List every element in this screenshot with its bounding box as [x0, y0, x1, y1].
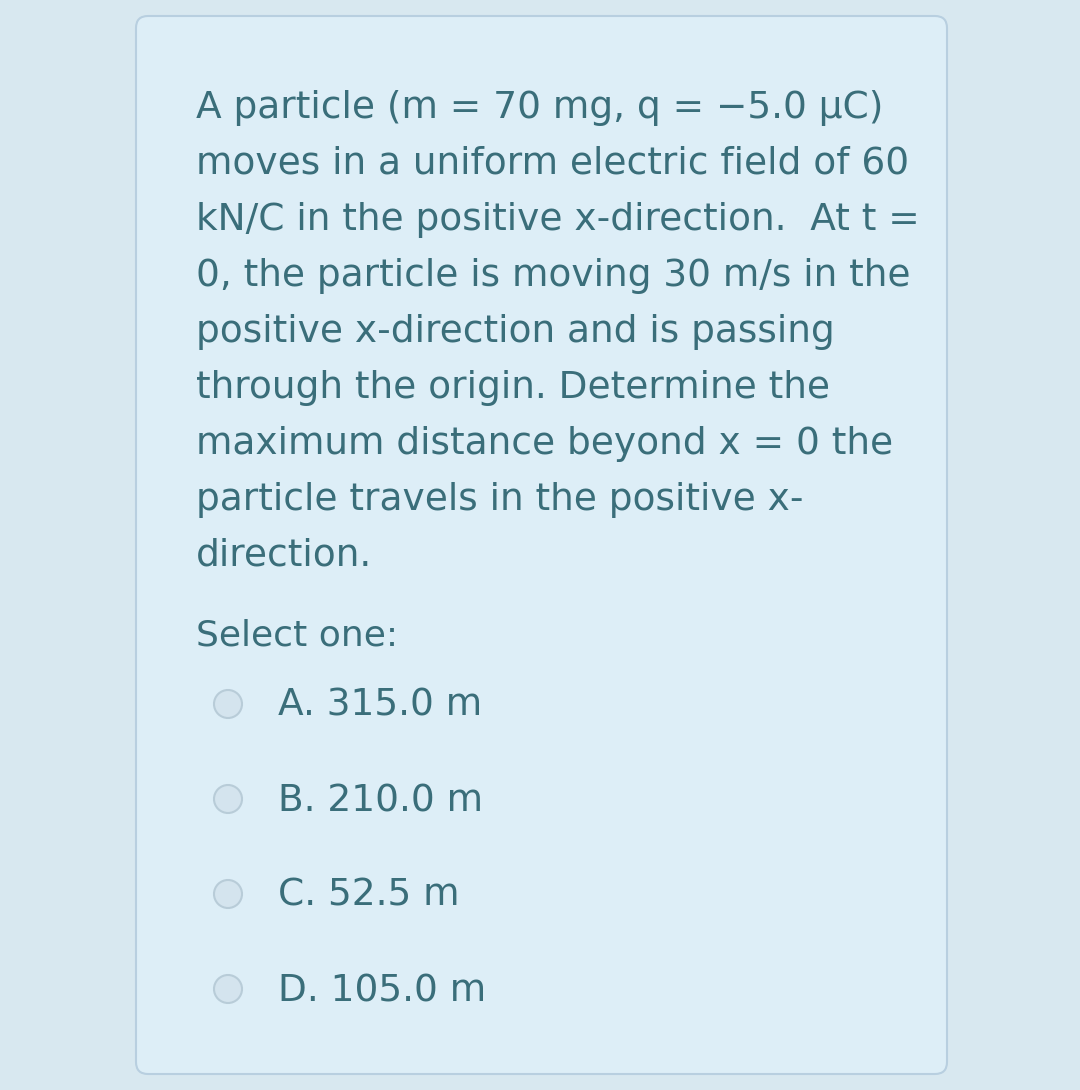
Circle shape — [214, 690, 242, 718]
Text: 0, the particle is moving 30 m/s in the: 0, the particle is moving 30 m/s in the — [195, 258, 910, 294]
Text: C. 52.5 m: C. 52.5 m — [278, 879, 459, 915]
Text: positive x-direction and is passing: positive x-direction and is passing — [195, 314, 835, 350]
Text: D. 105.0 m: D. 105.0 m — [278, 973, 486, 1009]
Circle shape — [214, 880, 242, 908]
Circle shape — [214, 785, 242, 813]
Text: moves in a uniform electric field of 60: moves in a uniform electric field of 60 — [195, 146, 909, 182]
Text: through the origin. Determine the: through the origin. Determine the — [195, 370, 831, 405]
Text: B. 210.0 m: B. 210.0 m — [278, 783, 483, 819]
FancyBboxPatch shape — [136, 16, 947, 1074]
Text: A. 315.0 m: A. 315.0 m — [278, 688, 482, 724]
Text: particle travels in the positive x-: particle travels in the positive x- — [195, 482, 804, 518]
Text: maximum distance beyond x = 0 the: maximum distance beyond x = 0 the — [195, 426, 893, 462]
Text: kN/C in the positive x-direction.  At t =: kN/C in the positive x-direction. At t = — [195, 202, 920, 238]
Text: Select one:: Select one: — [195, 618, 399, 652]
Circle shape — [214, 974, 242, 1003]
Text: A particle (m = 70 mg, q = −5.0 μC): A particle (m = 70 mg, q = −5.0 μC) — [195, 90, 883, 126]
Text: direction.: direction. — [195, 538, 373, 574]
